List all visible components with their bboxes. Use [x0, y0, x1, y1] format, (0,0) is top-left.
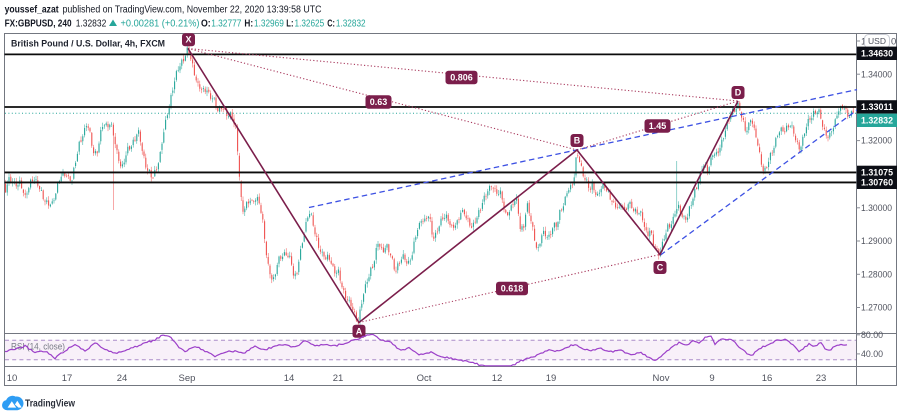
svg-text:24: 24: [117, 373, 128, 384]
svg-text:14: 14: [284, 373, 295, 384]
svg-text:1.30000: 1.30000: [861, 203, 892, 214]
svg-text:80.00: 80.00: [861, 330, 883, 341]
svg-text:C:: C:: [327, 18, 335, 29]
svg-text:C: C: [657, 263, 664, 273]
svg-text:9: 9: [709, 373, 714, 384]
svg-text:B: B: [574, 136, 581, 146]
svg-text:19: 19: [546, 373, 557, 384]
svg-text:1.45: 1.45: [649, 121, 667, 131]
svg-text:0.63: 0.63: [370, 97, 388, 107]
svg-text:40.00: 40.00: [861, 349, 883, 360]
svg-text:0: 0: [891, 36, 896, 47]
svg-text:1.32832: 1.32832: [76, 18, 107, 29]
svg-text:1.34000: 1.34000: [861, 69, 892, 80]
svg-text:+0.00281 (+0.21%): +0.00281 (+0.21%): [121, 18, 200, 29]
svg-text:USD: USD: [868, 36, 886, 46]
svg-text:youssef_azat: youssef_azat: [5, 4, 60, 15]
svg-text:1.32777: 1.32777: [211, 18, 242, 29]
svg-text:1.29000: 1.29000: [861, 236, 892, 247]
svg-text:1.32832: 1.32832: [336, 18, 366, 29]
svg-text:L:: L:: [286, 18, 293, 29]
svg-text:12: 12: [492, 373, 503, 384]
svg-text:1.32969: 1.32969: [254, 18, 284, 29]
svg-text:0.806: 0.806: [450, 73, 473, 83]
svg-text:1.30760: 1.30760: [861, 178, 893, 189]
svg-text:RSI (14, close): RSI (14, close): [11, 342, 65, 352]
svg-text:Nov: Nov: [653, 373, 670, 384]
svg-text:published on TradingView.com,: published on TradingView.com, November 2…: [63, 4, 322, 15]
svg-text:British Pound / U.S. Dollar, 4: British Pound / U.S. Dollar, 4h, FXCM: [11, 38, 165, 49]
svg-text:1.33011: 1.33011: [861, 102, 894, 113]
svg-text:1.27000: 1.27000: [861, 303, 892, 314]
svg-text:1.31075: 1.31075: [861, 168, 894, 179]
svg-text:Sep: Sep: [179, 373, 196, 384]
svg-text:1.32000: 1.32000: [861, 136, 892, 147]
svg-text:1.32625: 1.32625: [295, 18, 325, 29]
svg-text:1.32832: 1.32832: [861, 116, 893, 127]
svg-text:FX:GBPUSD, 240: FX:GBPUSD, 240: [5, 18, 72, 29]
svg-text:10: 10: [7, 373, 18, 384]
svg-text:A: A: [356, 326, 363, 336]
svg-text:TradingView: TradingView: [25, 397, 76, 409]
svg-text:1: 1: [861, 36, 866, 47]
svg-text:D: D: [735, 88, 742, 98]
svg-text:1.28000: 1.28000: [861, 269, 892, 280]
svg-text:Oct: Oct: [417, 373, 432, 384]
svg-text:H:: H:: [244, 18, 253, 29]
svg-text:16: 16: [762, 373, 773, 384]
svg-text:X: X: [185, 35, 191, 45]
svg-text:17: 17: [62, 373, 73, 384]
svg-text:21: 21: [333, 373, 344, 384]
svg-text:23: 23: [816, 373, 827, 384]
svg-text:O:: O:: [201, 18, 211, 29]
svg-text:0.618: 0.618: [501, 284, 524, 294]
svg-text:1.34630: 1.34630: [861, 49, 893, 60]
